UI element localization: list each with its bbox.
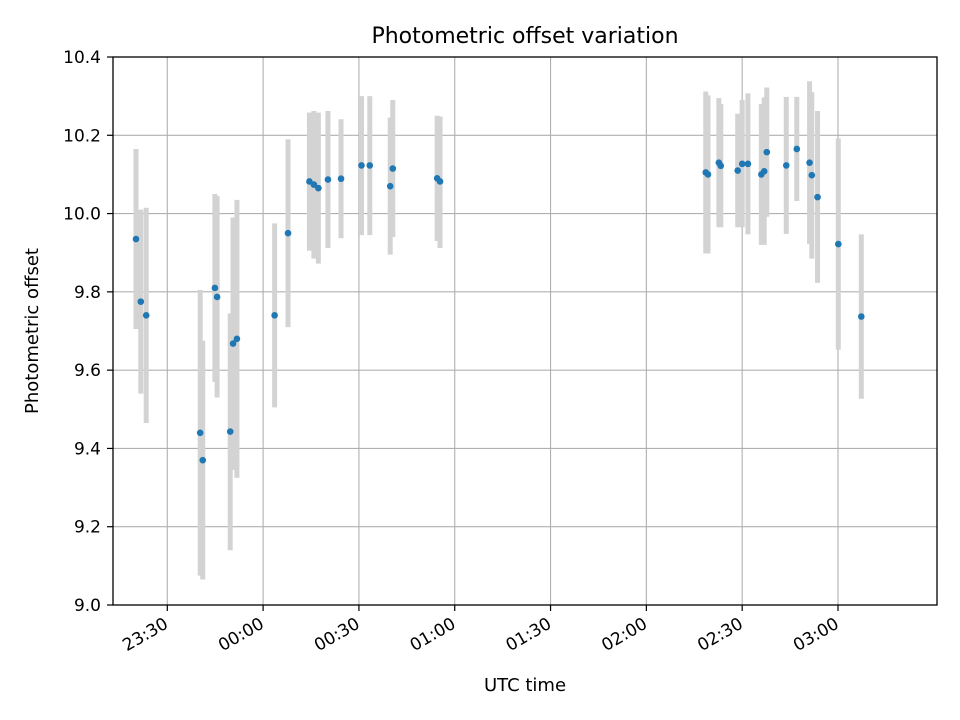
data-point — [324, 176, 332, 183]
data-point — [704, 171, 712, 178]
y-tick-label: 9.2 — [74, 518, 101, 538]
data-point — [271, 312, 278, 319]
axes-frame — [112, 56, 938, 606]
data-point — [337, 175, 345, 183]
y-tick-label: 9.8 — [74, 283, 101, 303]
y-axis-ticks: 9.0 9.2 9.4 9.6 9.8 10.0 10.2 10.4 — [63, 48, 113, 616]
data-point — [760, 167, 768, 175]
data-point — [229, 340, 237, 347]
data-point — [132, 235, 140, 243]
data-point — [358, 162, 365, 169]
data-points — [132, 145, 865, 464]
y-tick-label: 9.4 — [74, 439, 101, 459]
data-point — [315, 184, 322, 192]
y-tick-label: 9.0 — [74, 596, 101, 616]
data-point — [366, 162, 374, 169]
data-point — [386, 182, 394, 190]
data-point — [717, 162, 725, 170]
data-point — [763, 148, 771, 156]
data-point — [226, 428, 234, 435]
data-point — [744, 160, 752, 168]
data-point — [793, 145, 801, 153]
data-point — [199, 456, 207, 464]
data-point — [808, 171, 816, 179]
y-tick-label: 10.4 — [63, 48, 101, 68]
y-tick-label: 10.0 — [63, 205, 101, 225]
data-point — [806, 159, 813, 166]
data-point — [213, 293, 221, 301]
data-point — [196, 429, 204, 437]
data-point — [142, 312, 150, 319]
data-point — [858, 313, 865, 320]
data-point — [835, 240, 842, 248]
data-point — [211, 284, 219, 292]
chart-title: Photometric offset variation — [371, 24, 678, 49]
data-point — [310, 181, 318, 188]
y-axis-label: Photometric offset — [22, 248, 43, 414]
data-point — [137, 298, 145, 305]
data-point — [782, 162, 790, 169]
data-point — [738, 160, 746, 168]
data-point — [284, 229, 292, 237]
data-point — [389, 165, 397, 172]
y-tick-label: 9.6 — [74, 361, 101, 381]
data-point — [734, 167, 742, 174]
data-point — [436, 178, 444, 185]
y-tick-label: 10.2 — [63, 126, 101, 146]
x-axis-label: UTC time — [484, 675, 566, 696]
data-point — [233, 335, 241, 343]
data-point — [814, 193, 821, 201]
